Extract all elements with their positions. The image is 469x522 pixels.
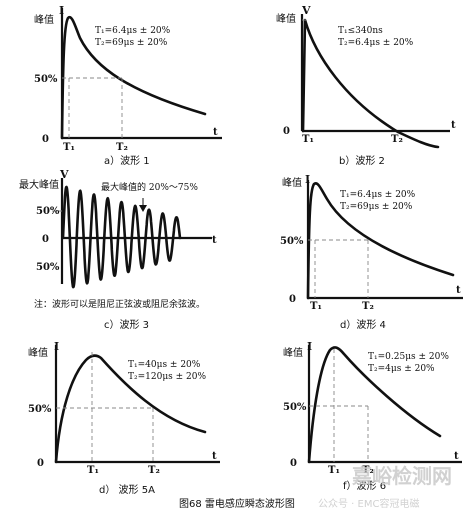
figure-caption: 图68 雷电感应瞬态波形图 xyxy=(179,497,295,510)
waveform-6-half-label: 50% xyxy=(283,402,307,413)
waveform-3-negative-half-label: 50% xyxy=(36,262,60,273)
waveform-6-x-axis-name: t xyxy=(454,451,459,462)
waveform-3-annotation: 最大峰值的 20%～75% xyxy=(101,181,198,193)
waveform-5a-tick-t2: T₂ xyxy=(148,465,160,476)
waveform-6-peak-label: 峰值 xyxy=(283,346,303,359)
watermark-main: 嘉峪检测网 xyxy=(351,464,452,488)
waveform-3-arrow-head xyxy=(139,205,147,212)
waveform-3-x-axis-name: t xyxy=(212,235,217,246)
waveform-5a-y-axis-name: I xyxy=(54,340,59,353)
waveform-5a-origin: 0 xyxy=(37,458,44,469)
waveform-3-panel: V 最大峰值 50% 0 50% 最大峰值的 20%～75% t 注：波形可以是… xyxy=(19,168,217,331)
waveform-2-param-t1: T₁≤340ns xyxy=(338,26,383,36)
waveform-1-curve xyxy=(60,15,207,140)
waveform-6-origin: 0 xyxy=(290,458,297,469)
waveform-2-tick-t1: T₁ xyxy=(302,134,314,145)
waveform-1-guide-lines xyxy=(62,77,123,138)
waveform-6-tick-t2: T₂ xyxy=(362,465,374,476)
waveform-6-y-axis-name: I xyxy=(307,340,312,353)
waveform-1-param-t1: T₁=6.4μs ± 20% xyxy=(95,26,171,36)
waveform-4-param-t2: T₂=69μs ± 20% xyxy=(340,202,413,212)
waveform-3-half-label: 50% xyxy=(36,206,60,217)
waveform-5a-caption: d） 波形 5A xyxy=(99,483,155,496)
waveform-5a-param-t1: T₁=40μs ± 20% xyxy=(128,360,201,370)
waveform-2-y-axis-name: V xyxy=(301,4,311,17)
waveform-5a-guide-lines xyxy=(56,352,154,462)
waveform-3-curve xyxy=(61,185,182,289)
waveform-5a-half-label: 50% xyxy=(28,404,52,415)
waveform-2-param-t2: T₂=6.4μs ± 20% xyxy=(338,38,414,48)
waveform-2-tick-t2: T₂ xyxy=(391,134,403,145)
waveform-5a-peak-label: 峰值 xyxy=(28,346,48,359)
waveform-6-tick-t1: T₁ xyxy=(328,465,340,476)
waveform-6-curve xyxy=(307,346,442,464)
waveform-4-half-label: 50% xyxy=(280,236,304,247)
watermark-sub: 公众号 · EMC容冠电磁 xyxy=(318,497,419,510)
waveform-4-tick-t1: T₁ xyxy=(310,301,322,312)
waveform-1-tick-t2: T₂ xyxy=(116,142,128,153)
waveform-5a-param-t2: T₂=120μs ± 20% xyxy=(128,372,207,382)
waveform-4-panel: I 峰值 50% 0 T₁=6.4μs ± 20% T₂=69μs ± 20% … xyxy=(280,173,463,331)
waveform-5a-x-axis-name: t xyxy=(212,451,217,462)
waveform-1-param-t2: T₂=69μs ± 20% xyxy=(95,38,168,48)
waveform-6-guide-lines xyxy=(309,349,369,462)
waveform-6-caption: f）波形 6 xyxy=(343,479,386,492)
waveform-4-caption: d）波形 4 xyxy=(340,318,386,331)
waveform-1-tick-t1: T₁ xyxy=(63,142,75,153)
waveform-6-param-t2: T₂=4μs ± 20% xyxy=(368,364,435,374)
waveform-3-caption: c）波形 3 xyxy=(104,318,149,331)
waveform-3-note: 注：波形可以是阻尼正弦波或阻尼余弦波。 xyxy=(34,298,205,310)
waveform-1-peak-label: 峰值 xyxy=(34,13,54,26)
waveform-5a-panel: I 峰值 50% 0 T₁=40μs ± 20% T₂=120μs ± 20% … xyxy=(28,340,220,496)
waveform-5a-tick-t1: T₁ xyxy=(87,465,99,476)
waveform-6-param-t1: T₁=0.25μs ± 20% xyxy=(368,352,449,362)
waveform-4-tick-t2: T₂ xyxy=(362,301,374,312)
waveform-4-x-axis-name: t xyxy=(456,285,461,296)
waveform-1-y-axis-name: I xyxy=(59,4,64,17)
waveform-2-caption: b）波形 2 xyxy=(339,154,385,167)
waveform-2-curve xyxy=(301,18,440,149)
waveform-4-param-t1: T₁=6.4μs ± 20% xyxy=(340,190,416,200)
waveform-4-origin: 0 xyxy=(289,294,296,305)
waveform-4-guide-lines xyxy=(308,239,369,298)
waveform-1-origin: 0 xyxy=(42,134,49,145)
waveform-1-panel: I 峰值 50% 0 T₁=6.4μs ± 20% T₂=69μs ± 20% … xyxy=(34,4,222,167)
waveform-4-peak-label: 峰值 xyxy=(282,176,302,189)
waveform-1-half-label: 50% xyxy=(34,74,58,85)
waveform-2-origin: 0 xyxy=(283,126,290,137)
waveform-2-x-axis-name: t xyxy=(451,120,456,131)
waveform-5a-curve xyxy=(54,354,207,464)
waveform-6-panel: I 峰值 50% 0 T₁=0.25μs ± 20% T₂=4μs ± 20% … xyxy=(283,340,462,492)
waveform-2-panel: V 峰值 0 T₁≤340ns T₂=6.4μs ± 20% T₁ T₂ t b… xyxy=(276,4,456,167)
waveform-2-peak-label: 峰值 xyxy=(276,12,296,25)
waveform-3-origin: 0 xyxy=(42,234,49,245)
waveform-3-peak-label: 最大峰值 xyxy=(19,178,59,191)
waveform-1-x-axis-name: t xyxy=(213,127,218,138)
waveform-1-caption: a）波形 1 xyxy=(104,154,150,167)
waveform-3-y-axis-name: V xyxy=(59,168,69,181)
waveform-4-y-axis-name: I xyxy=(305,173,310,186)
waveform-4-curve xyxy=(306,182,455,300)
